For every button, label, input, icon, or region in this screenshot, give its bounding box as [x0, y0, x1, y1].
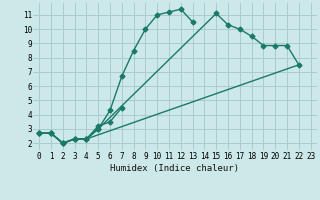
X-axis label: Humidex (Indice chaleur): Humidex (Indice chaleur) [110, 164, 239, 173]
